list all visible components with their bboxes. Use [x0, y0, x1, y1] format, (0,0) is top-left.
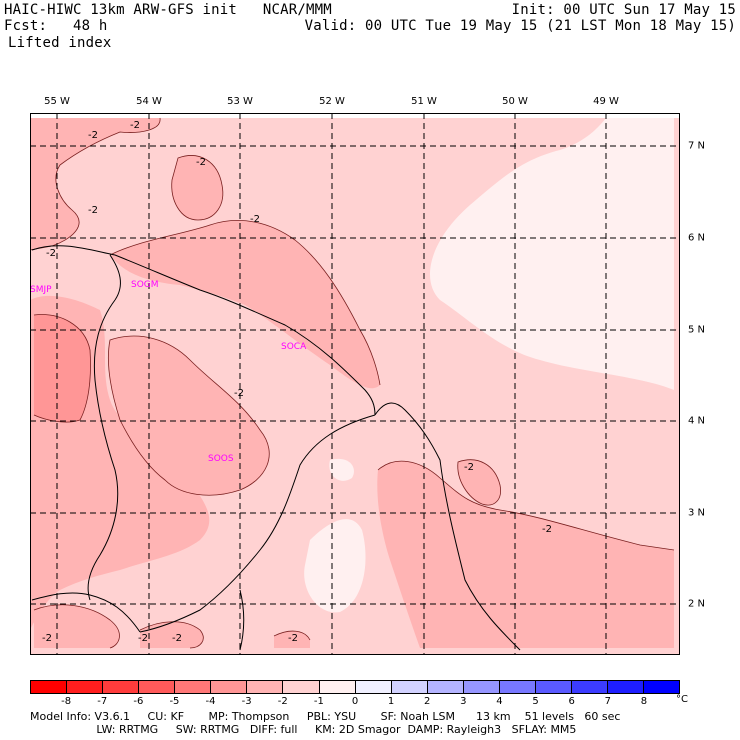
lon-label-52w: 52 W — [319, 96, 345, 107]
field-band-strong — [34, 314, 91, 423]
contour-label: -2 — [234, 388, 244, 399]
lat-label-7n: 7 N — [688, 140, 706, 152]
contour-label: -2 — [88, 205, 98, 216]
lat-label-5n: 5 N — [688, 324, 706, 336]
lon-label-51w: 51 W — [411, 96, 437, 107]
field-name: Lifted index — [8, 35, 112, 51]
colorbar-tick-label: 4 — [496, 696, 503, 707]
lon-label-53w: 53 W — [227, 96, 253, 107]
lat-label-4n: 4 N — [688, 415, 706, 427]
lat-label-3n: 3 N — [688, 507, 706, 519]
lat-label-6n: 6 N — [688, 232, 706, 244]
colorbar-swatch — [67, 681, 104, 693]
colorbar-tick-label: -4 — [205, 696, 216, 707]
valid-time: Valid: 00 UTC Tue 19 May 15 (21 LST Mon … — [304, 18, 736, 34]
field-edge — [30, 113, 680, 118]
lon-label-55w: 55 W — [44, 96, 70, 107]
field-band-southeast — [377, 461, 674, 648]
lifted-index-map: -2 -2 -2 -2 -2 -2 -2 -2 -2 -2 -2 -2 -2 S… — [30, 113, 680, 655]
colorbar-tick-label: 8 — [640, 696, 648, 707]
contour-label: -2 — [250, 214, 260, 225]
colorbar-swatch — [247, 681, 284, 693]
borders — [31, 245, 521, 651]
field-near-zero-spot — [329, 458, 354, 481]
colorbar-swatch — [463, 681, 500, 693]
contour-label: -2 — [42, 633, 52, 644]
map-frame — [30, 113, 680, 655]
station-sogm: SOGM — [131, 280, 159, 290]
colorbar-swatch — [571, 681, 608, 693]
field-near-zero-ne — [430, 118, 674, 390]
colorbar-tick-label: -1 — [313, 696, 324, 707]
lon-label-49w: 49 W — [593, 96, 619, 107]
colorbar-tick-label: -6 — [133, 696, 144, 707]
colorbar-swatch — [644, 681, 680, 693]
contour-label: -2 — [46, 248, 56, 259]
contour-label: -2 — [288, 633, 298, 644]
colorbar-tick-label: 0 — [351, 696, 359, 707]
contour-label: -2 — [130, 120, 140, 131]
lon-label-54w: 54 W — [136, 96, 162, 107]
colorbar-swatch — [31, 681, 68, 693]
station-soos: SOOS — [208, 454, 234, 464]
init-time: Init: 00 UTC Sun 17 May 15 — [511, 2, 736, 18]
colorbar-swatch — [211, 681, 248, 693]
colorbar-tick-label: 3 — [460, 696, 467, 707]
colorbar — [30, 680, 680, 694]
colorbar-tick-label: 6 — [568, 696, 575, 707]
colorbar-swatch — [391, 681, 428, 693]
colorbar-swatch — [175, 681, 212, 693]
station-soca: SOCA — [281, 342, 307, 352]
colorbar-tick-label: 5 — [532, 696, 539, 707]
colorbar-swatch — [535, 681, 572, 693]
colorbar-unit: °C — [676, 694, 688, 705]
colorbar-tick-label: -5 — [169, 696, 180, 707]
field-band-island — [171, 155, 223, 220]
field-band-nw — [30, 118, 161, 250]
model-info-line2: LW: RRTMG SW: RRTMG DIFF: full KM: 2D Sm… — [30, 723, 577, 736]
model-title: HAIC-HIWC 13km ARW-GFS init NCAR/MMM — [4, 2, 332, 18]
lon-label-50w: 50 W — [502, 96, 528, 107]
colorbar-swatch — [103, 681, 140, 693]
colorbar-swatch — [319, 681, 356, 693]
colorbar-tick-label: -8 — [61, 696, 72, 707]
colorbar-swatch — [139, 681, 176, 693]
colorbar-tick-label: 1 — [387, 696, 395, 707]
forecast-hour: Fcst: 48 h — [4, 18, 108, 34]
contour-label: -2 — [172, 633, 182, 644]
station-smjp: SMJP — [30, 285, 52, 295]
field-band-sw — [34, 604, 120, 648]
colorbar-tick-label: -3 — [241, 696, 252, 707]
colorbar-swatch — [283, 681, 320, 693]
graticule — [30, 113, 680, 655]
colorbar-tick-label: -7 — [97, 696, 108, 707]
contour-label: -2 — [88, 130, 98, 141]
contours — [30, 117, 675, 649]
field-band-north-coast — [110, 220, 380, 389]
contour-label: -2 — [138, 633, 148, 644]
colorbar-swatch — [427, 681, 464, 693]
lat-label-2n: 2 N — [688, 598, 706, 610]
field-near-zero-s — [304, 519, 366, 613]
contour-label: -2 — [464, 462, 474, 473]
colorbar-swatch — [499, 681, 536, 693]
contour-label: -2 — [542, 524, 552, 535]
colorbar-swatch — [355, 681, 392, 693]
field-band-s2 — [274, 631, 310, 648]
contour-label: -2 — [196, 157, 206, 168]
colorbar-tick-label: 7 — [604, 696, 611, 707]
colorbar-tick-label: -2 — [277, 696, 288, 707]
model-info-line1: Model Info: V3.6.1 CU: KF MP: Thompson P… — [30, 710, 621, 723]
colorbar-tick-label: 2 — [424, 696, 431, 707]
colorbar-swatch — [608, 681, 645, 693]
